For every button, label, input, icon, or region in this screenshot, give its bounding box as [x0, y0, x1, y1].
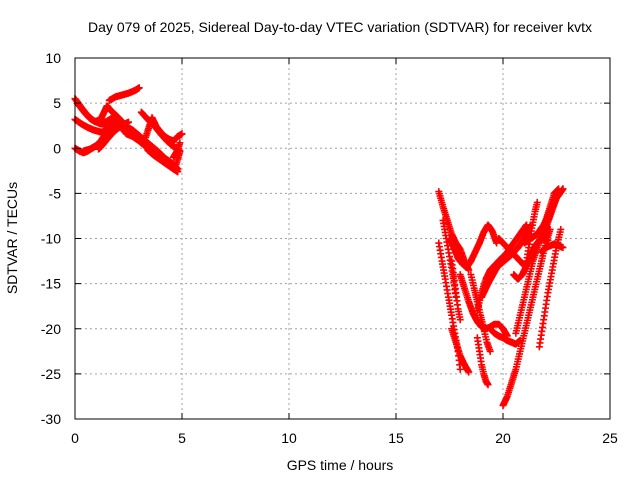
y-tick-label: -30	[41, 411, 61, 427]
y-tick-label: -20	[41, 321, 61, 337]
y-tick-label: -15	[41, 276, 61, 292]
series-arc22	[473, 334, 492, 389]
y-tick-label: -25	[41, 366, 61, 382]
data-point-markers	[446, 221, 501, 271]
series-arc18	[446, 221, 501, 271]
data-point-markers	[535, 225, 565, 351]
axis-ticks: 0 5 10 15 20 25 -30 -25 -20 -15 -10 -5 0 5 10	[41, 50, 618, 446]
x-tick-label: 5	[178, 430, 186, 446]
x-tick-label: 0	[71, 430, 79, 446]
series-arc8	[92, 102, 128, 128]
grid-lines	[75, 58, 610, 419]
series-arc24	[486, 325, 524, 348]
series-arc32	[523, 198, 541, 265]
x-tick-label: 15	[388, 430, 404, 446]
y-tick-label: 5	[53, 95, 61, 111]
data-point-markers	[467, 271, 494, 355]
data-point-markers	[172, 148, 184, 170]
series-arc11	[144, 146, 182, 176]
series-arc17	[448, 257, 464, 324]
data-point-markers	[540, 185, 567, 238]
chart-title: Day 079 of 2025, Sidereal Day-to-day VTE…	[88, 19, 592, 35]
data-point-markers	[92, 102, 128, 128]
series-arc34	[535, 225, 565, 351]
series-arc13	[172, 148, 184, 170]
x-tick-label: 25	[602, 430, 618, 446]
data-point-markers	[478, 221, 531, 301]
data-point-markers	[448, 257, 464, 324]
data-point-markers	[169, 139, 184, 161]
series-arc35	[540, 185, 567, 238]
series-arc6	[105, 84, 143, 104]
y-tick-label: -10	[41, 231, 61, 247]
x-tick-label: 10	[281, 430, 297, 446]
data-point-markers	[448, 325, 473, 376]
y-tick-label: 10	[45, 50, 61, 66]
x-tick-label: 20	[495, 430, 511, 446]
data-point-markers	[142, 114, 186, 145]
series-arc27	[478, 221, 531, 301]
data-point-markers	[144, 146, 182, 176]
data-point-markers	[486, 325, 524, 348]
data-point-markers	[105, 84, 143, 104]
series-arc21	[467, 271, 494, 355]
y-tick-label: 0	[53, 140, 61, 156]
series-arc10	[142, 114, 186, 145]
x-axis-label: GPS time / hours	[287, 457, 394, 473]
y-axis-label: SDTVAR / TECUs	[4, 182, 20, 294]
series-arc12	[169, 139, 184, 161]
data-series	[71, 84, 567, 409]
data-point-markers	[473, 334, 492, 389]
y-tick-label: -5	[49, 185, 62, 201]
data-point-markers	[523, 198, 541, 265]
series-arc20	[448, 325, 473, 376]
